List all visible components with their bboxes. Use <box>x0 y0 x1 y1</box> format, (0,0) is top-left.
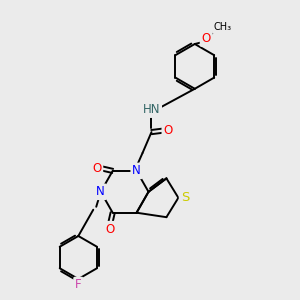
Text: O: O <box>92 162 101 175</box>
Text: N: N <box>132 164 141 177</box>
Text: O: O <box>163 124 172 137</box>
Text: HN: HN <box>143 103 160 116</box>
Text: CH₃: CH₃ <box>214 22 232 32</box>
Text: O: O <box>105 223 114 236</box>
Text: O: O <box>202 32 211 45</box>
Text: F: F <box>75 278 82 292</box>
Text: N: N <box>96 185 105 198</box>
Text: S: S <box>181 191 189 204</box>
